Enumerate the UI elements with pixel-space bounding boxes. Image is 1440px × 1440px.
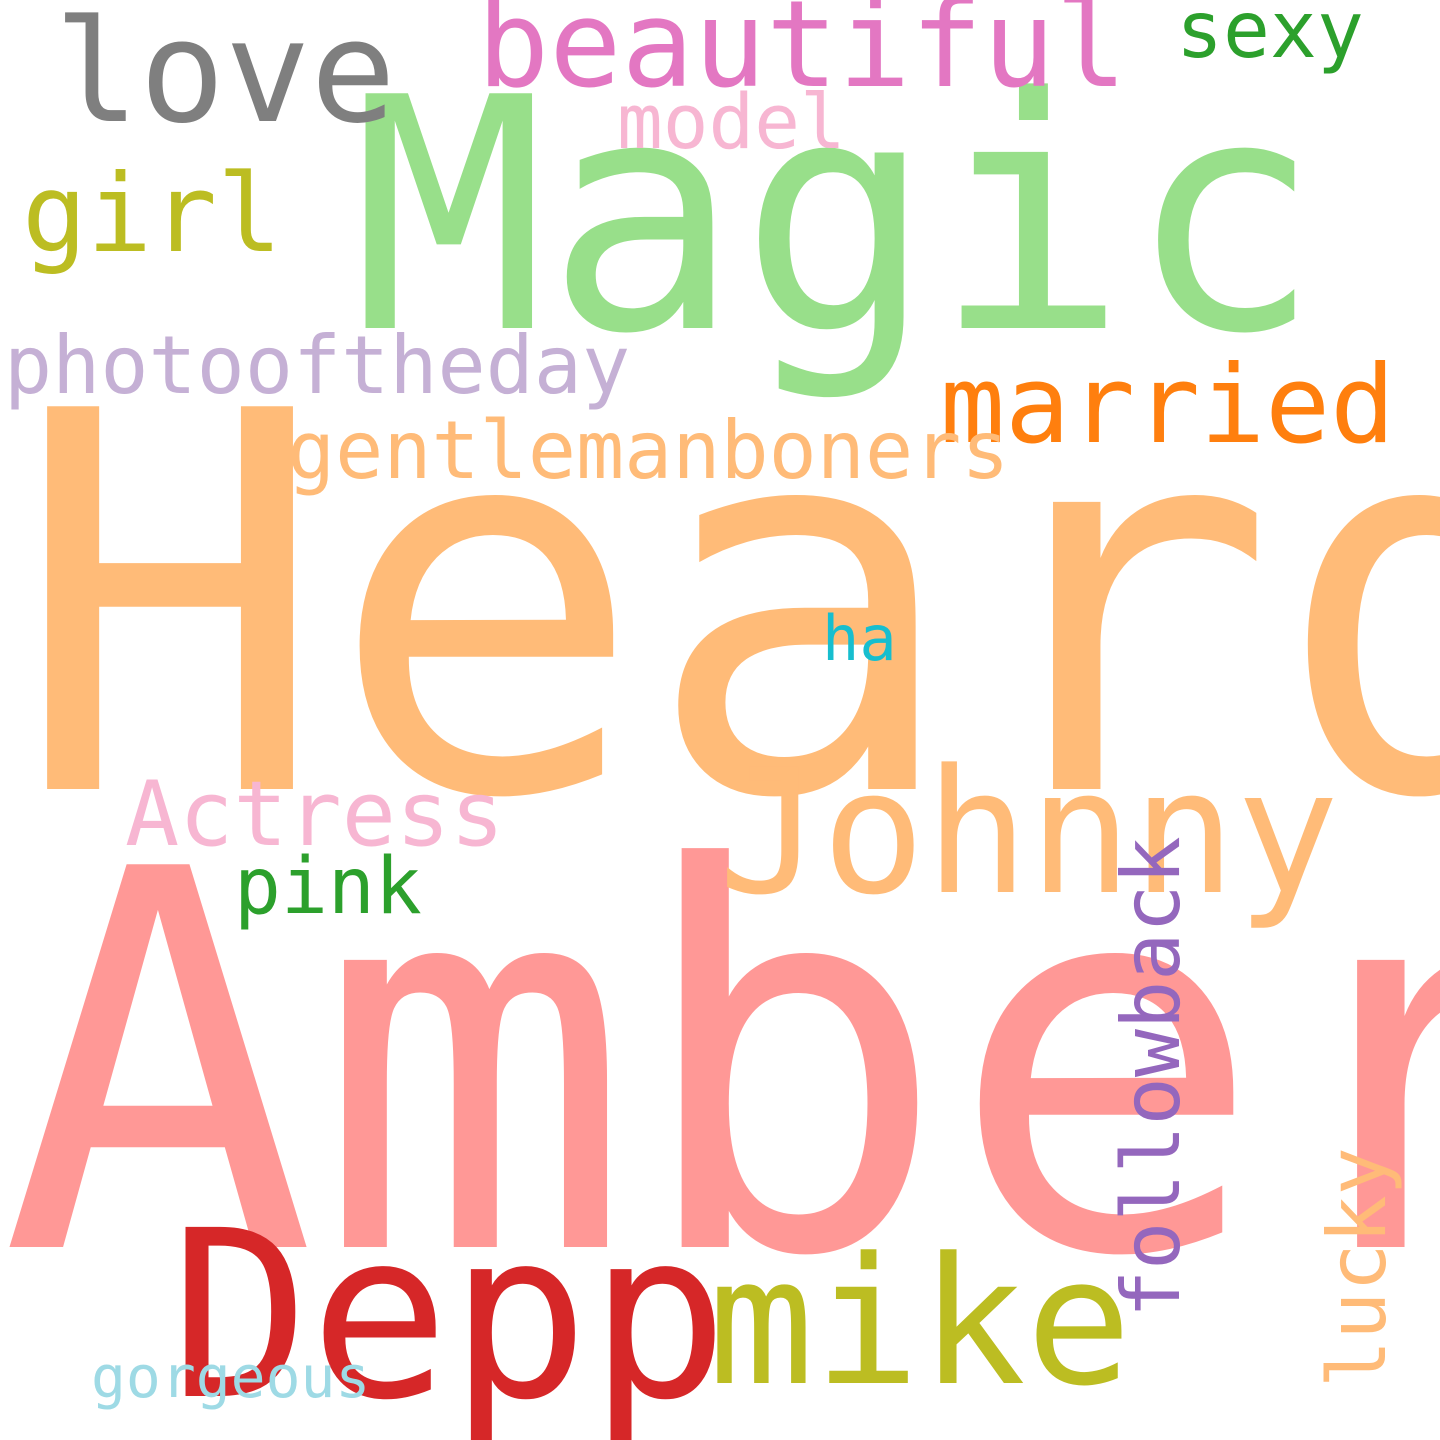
word-gentlemanboners: gentlemanboners bbox=[287, 404, 1010, 497]
word-magic: Magic bbox=[352, 29, 1322, 404]
word-heard: Heard bbox=[12, 302, 1440, 913]
word-pink: pink bbox=[234, 842, 422, 932]
word-johnny: Johnny bbox=[718, 732, 1340, 933]
word-depp: Depp bbox=[170, 1181, 729, 1440]
word-beautiful: beautiful bbox=[477, 0, 1128, 115]
word-followback: followback bbox=[1105, 836, 1198, 1318]
word-mike: mike bbox=[708, 1220, 1132, 1425]
word-actress: Actress bbox=[125, 762, 505, 867]
word-sexy: sexy bbox=[1176, 0, 1364, 76]
word-gorgeous: gorgeous bbox=[91, 1343, 371, 1411]
word-lucky: lucky bbox=[1311, 1147, 1404, 1388]
word-love: love bbox=[54, 0, 396, 155]
word-photooftheday: photooftheday bbox=[4, 319, 631, 412]
word-girl: girl bbox=[22, 152, 283, 277]
word-model: model bbox=[617, 77, 846, 166]
word-married: married bbox=[940, 343, 1396, 468]
word-amber: Amber bbox=[0, 760, 1440, 1371]
word-ha: ha bbox=[822, 602, 897, 675]
